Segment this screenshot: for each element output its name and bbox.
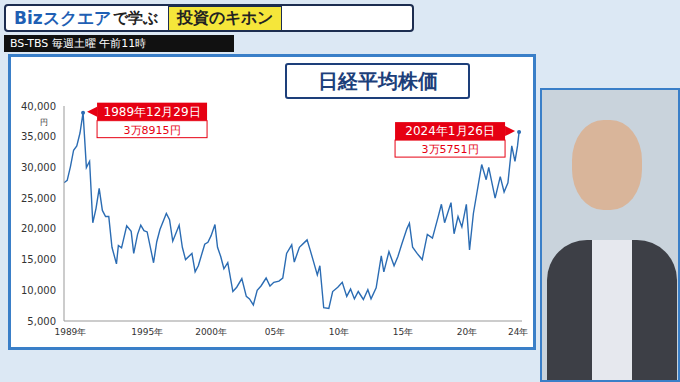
svg-text:2024年1月26日: 2024年1月26日 — [405, 124, 494, 138]
svg-text:15,000: 15,000 — [21, 254, 56, 265]
svg-text:2000年: 2000年 — [195, 327, 227, 337]
svg-text:1989年12月29日: 1989年12月29日 — [104, 105, 201, 119]
svg-text:05年: 05年 — [265, 327, 285, 337]
svg-text:3万8915円: 3万8915円 — [124, 124, 181, 137]
svg-text:30,000: 30,000 — [21, 162, 56, 173]
svg-text:3万5751円: 3万5751円 — [422, 143, 479, 156]
svg-text:20,000: 20,000 — [21, 223, 56, 234]
html-text:BS-TBS 毎週土曜 午前11時: BS-TBS 毎週土曜 午前11時 — [10, 37, 147, 50]
svg-text:24年: 24年 — [508, 327, 528, 337]
svg-text:35,000: 35,000 — [21, 131, 56, 142]
html-text:投資のキホン: 投資のキホン — [176, 7, 273, 27]
svg-text:5,000: 5,000 — [27, 316, 56, 327]
html-text:円: 円 — [40, 118, 48, 127]
svg-text:25,000: 25,000 — [21, 193, 56, 204]
svg-text:15年: 15年 — [393, 327, 413, 337]
svg-text:1989年: 1989年 — [54, 327, 86, 337]
svg-text:1995年: 1995年 — [131, 327, 163, 337]
svg-text:40,000: 40,000 — [21, 101, 56, 112]
html-text:Bizスクエアで学ぶ: Bizスクエアで学ぶ — [14, 7, 158, 28]
html-text:日経平均株価: 日経平均株価 — [317, 68, 438, 93]
svg-text:10年: 10年 — [329, 327, 349, 337]
svg-text:20年: 20年 — [457, 327, 477, 337]
svg-text:10,000: 10,000 — [21, 285, 56, 296]
